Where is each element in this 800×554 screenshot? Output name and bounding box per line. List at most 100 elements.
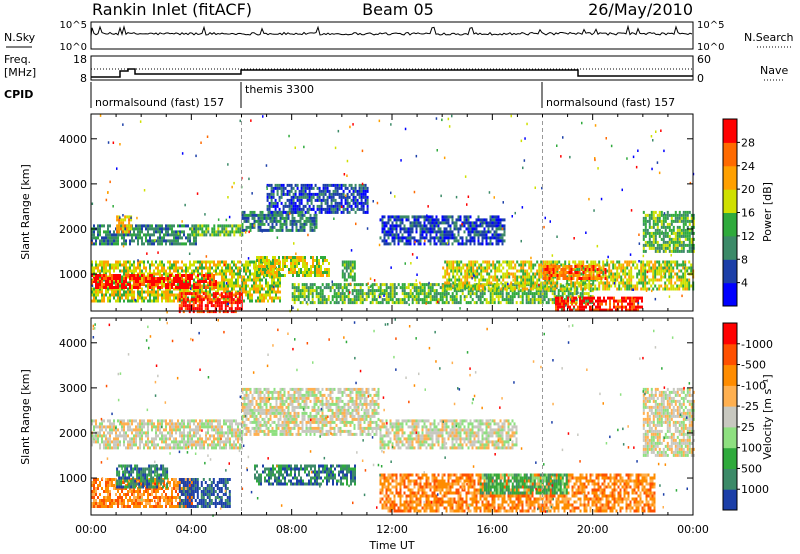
power-cell: [590, 268, 593, 271]
power-cell: [448, 287, 451, 291]
power-cell: [192, 310, 195, 314]
power-cell: [585, 286, 588, 290]
power-cell: [261, 213, 264, 217]
power-cell: [328, 183, 331, 187]
power-cell: [493, 289, 496, 293]
power-cell: [284, 186, 287, 190]
power-cell: [306, 262, 308, 265]
power-cell: [556, 260, 559, 264]
power-cell: [137, 266, 139, 270]
power-cell: [521, 292, 524, 296]
power-cell: [163, 293, 165, 297]
power-cell: [662, 266, 665, 270]
power-cell: [310, 207, 313, 211]
power-cell: [623, 305, 625, 309]
power-cell: [303, 289, 306, 293]
power-cell: [417, 292, 420, 296]
power-cell: [395, 236, 398, 240]
power-cell: [165, 290, 167, 294]
power-cell: [581, 295, 584, 299]
power-cell: [403, 289, 406, 293]
power-cell: [173, 287, 175, 291]
freq-tick-top: 18: [73, 53, 87, 66]
power-cell: [353, 295, 356, 299]
power-cell: [284, 201, 287, 205]
power-cell: [584, 287, 587, 291]
power-cell: [167, 260, 169, 264]
power-cell: [307, 216, 310, 220]
power-cell: [385, 221, 388, 225]
power-cell: [189, 227, 191, 231]
power-cell: [206, 295, 209, 299]
power-cell: [183, 233, 185, 237]
power-cell: [405, 301, 408, 305]
power-cell: [415, 221, 418, 225]
power-cell: [342, 192, 345, 196]
power-cell: [147, 224, 149, 228]
power-cell: [211, 233, 214, 237]
power-cell: [358, 207, 361, 211]
power-cell: [393, 301, 396, 305]
power-cell: [193, 260, 195, 264]
power-cell: [267, 222, 270, 226]
power-cell: [328, 274, 330, 277]
power-cell: [393, 295, 396, 299]
power-cell: [686, 266, 689, 270]
power-cell: [329, 286, 332, 290]
power-cell: [149, 280, 151, 283]
power-cell: [387, 292, 390, 296]
power-cell: [668, 269, 671, 273]
power-cell: [688, 260, 691, 264]
power-cell: [343, 263, 346, 267]
power-cell: [143, 296, 145, 300]
power-cell: [377, 301, 380, 305]
power-cell: [191, 224, 194, 228]
power-cell: [199, 293, 201, 297]
power-cell: [318, 198, 321, 202]
power-cell: [103, 260, 105, 264]
power-cell: [249, 210, 252, 214]
power-cell: [335, 295, 338, 299]
power-cell: [107, 236, 109, 240]
power-cell: [271, 281, 273, 285]
power-cell: [243, 213, 246, 217]
power-cell: [362, 186, 365, 190]
power-cell: [441, 230, 444, 234]
power-cell: [343, 301, 346, 305]
power-cell: [532, 266, 535, 270]
power-cell: [456, 266, 459, 270]
power-cell: [387, 298, 390, 302]
power-cell: [143, 280, 145, 283]
power-cell: [458, 287, 461, 291]
power-region-13: [542, 265, 607, 280]
power-cell: [113, 277, 115, 280]
power-cell: [290, 259, 292, 262]
power-cell: [95, 277, 97, 280]
power-cell: [270, 210, 273, 214]
power-cell: [445, 295, 448, 299]
power-cell: [315, 286, 318, 290]
power-cell: [360, 183, 363, 187]
power-cell: [393, 283, 396, 287]
power-cell: [521, 289, 524, 293]
power-cell: [128, 215, 131, 219]
power-cell: [207, 277, 209, 280]
power-cell: [319, 301, 322, 305]
power-cell: [415, 215, 418, 219]
power-cell: [530, 263, 533, 267]
power-cell: [640, 269, 643, 273]
power-cell: [660, 275, 663, 279]
power-cell: [230, 301, 233, 305]
power-cell: [562, 274, 565, 277]
power-cell: [608, 281, 611, 285]
power-cell: [579, 305, 581, 309]
power-cell: [270, 186, 273, 190]
power-cell: [306, 183, 309, 187]
power-cell: [475, 230, 478, 234]
power-cell: [658, 287, 661, 291]
power-cell: [219, 260, 221, 264]
power-cell: [216, 292, 219, 296]
power-cell: [622, 281, 625, 285]
power-cell: [360, 201, 363, 205]
power-cell: [443, 233, 446, 237]
